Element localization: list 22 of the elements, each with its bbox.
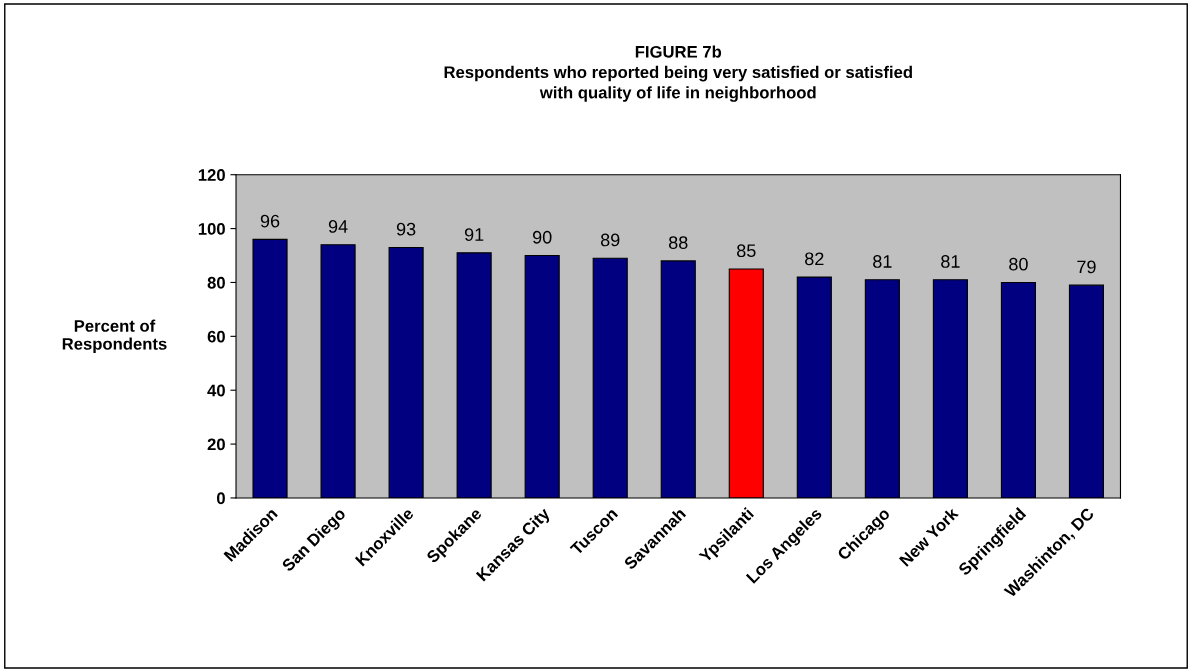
data-label: 81 (941, 255, 960, 268)
data-label: 91 (464, 228, 484, 241)
data-label: 81 (873, 255, 892, 268)
y-tick-label: 60 (207, 330, 225, 343)
y-tick-label: 120 (198, 169, 225, 181)
data-label: 82 (805, 252, 824, 266)
y-tick-label: 20 (207, 438, 225, 451)
data-label: 94 (328, 220, 348, 233)
y-tick-label: 100 (198, 222, 225, 235)
data-label: 96 (260, 214, 280, 228)
data-label: 88 (668, 236, 688, 250)
data-label: 85 (737, 244, 756, 258)
y-tick-label: 40 (207, 384, 225, 397)
y-axis-title: Percent of Respondents (62, 319, 167, 354)
data-label: 80 (1009, 257, 1028, 271)
y-tick-label: 0 (216, 492, 225, 505)
chart-title: FIGURE 7b Respondents who reported being very satisfied or satisfied with quality of life in neighborhood (444, 45, 912, 102)
data-label: 79 (1077, 260, 1096, 274)
data-label: 89 (600, 233, 620, 247)
data-label: 93 (396, 222, 416, 236)
y-tick-label: 80 (207, 276, 225, 289)
data-label: 90 (532, 230, 552, 244)
